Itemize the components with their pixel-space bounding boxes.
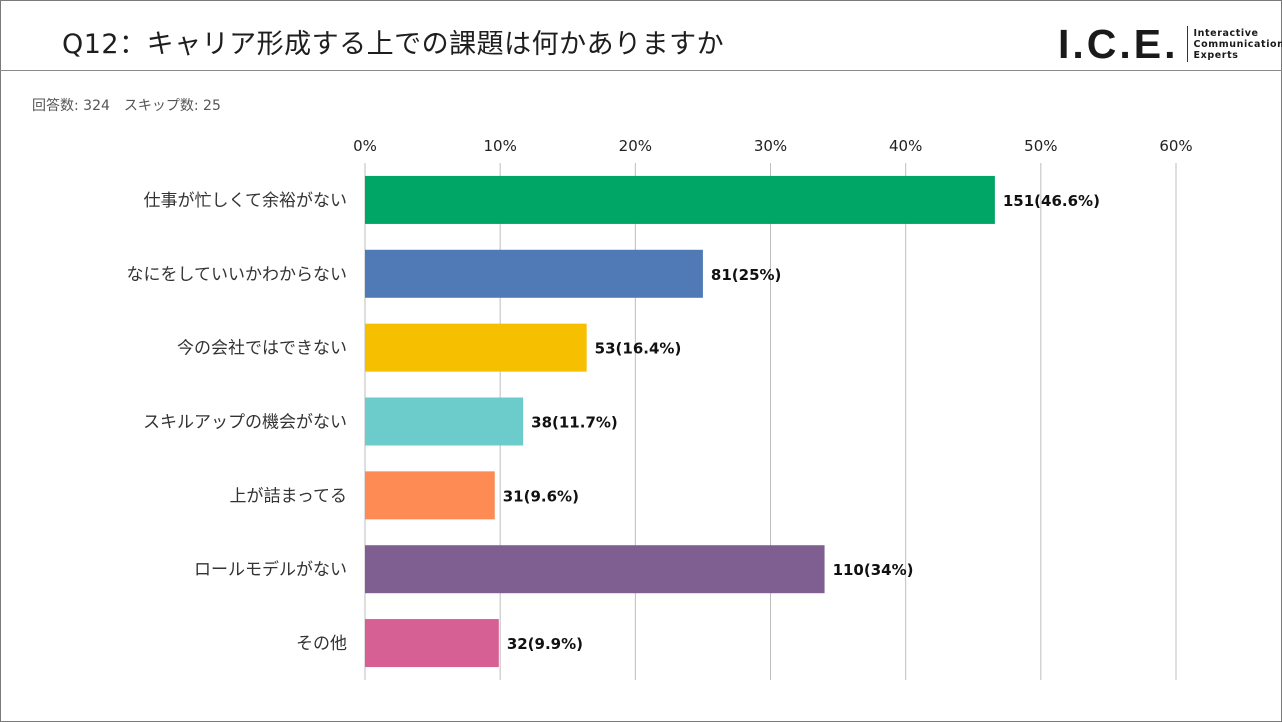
- data-label: 151(46.6%): [1003, 192, 1100, 210]
- category-label: なにをしていいかわからない: [127, 265, 348, 285]
- category-label: 上が詰まってる: [230, 486, 347, 506]
- x-tick-label: 0%: [353, 137, 377, 155]
- bar: [365, 323, 587, 372]
- bar: [365, 397, 524, 446]
- x-tick-label: 20%: [619, 137, 652, 155]
- category-label: その他: [296, 634, 347, 654]
- bar: [365, 249, 703, 298]
- logo-tagline-line: Communication: [1193, 38, 1282, 50]
- data-label: 53(16.4%): [595, 340, 682, 358]
- x-tick-label: 10%: [483, 137, 516, 155]
- bar: [365, 471, 495, 520]
- bar: [365, 619, 499, 668]
- logo-tagline-line: Interactive: [1193, 27, 1259, 39]
- logo-wordmark: I.C.E.: [1058, 21, 1179, 67]
- x-tick-label: 40%: [889, 137, 922, 155]
- data-label: 81(25%): [711, 266, 782, 284]
- x-tick-label: 30%: [754, 137, 787, 155]
- page-title: Q12：キャリア形成する上での課題は何かありますか: [62, 29, 725, 60]
- answered-count: 回答数: 324: [32, 98, 110, 114]
- category-label: 今の会社ではできない: [177, 339, 347, 359]
- data-label: 38(11.7%): [531, 414, 618, 432]
- x-tick-label: 50%: [1024, 137, 1057, 155]
- logo-divider: [1186, 26, 1188, 62]
- bar: [365, 175, 995, 224]
- header-divider: [0, 70, 1282, 71]
- data-label: 32(9.9%): [507, 635, 583, 653]
- logo-tagline-line: Experts: [1193, 49, 1239, 61]
- category-label: スキルアップの機会がない: [143, 413, 347, 433]
- logo-tagline: Interactive Communication Experts: [1194, 28, 1282, 61]
- x-tick-label: 60%: [1159, 137, 1192, 155]
- ice-logo: I.C.E. Interactive Communication Experts: [1058, 21, 1282, 67]
- skipped-count: スキップ数: 25: [123, 98, 221, 114]
- response-info: 回答数: 324 スキップ数: 25: [32, 95, 235, 115]
- category-label: ロールモデルがない: [194, 559, 347, 580]
- category-label: 仕事が忙しくて余裕がない: [144, 191, 348, 211]
- data-label: 110(34%): [833, 561, 914, 579]
- data-label: 31(9.6%): [503, 487, 579, 505]
- bar: [365, 545, 825, 594]
